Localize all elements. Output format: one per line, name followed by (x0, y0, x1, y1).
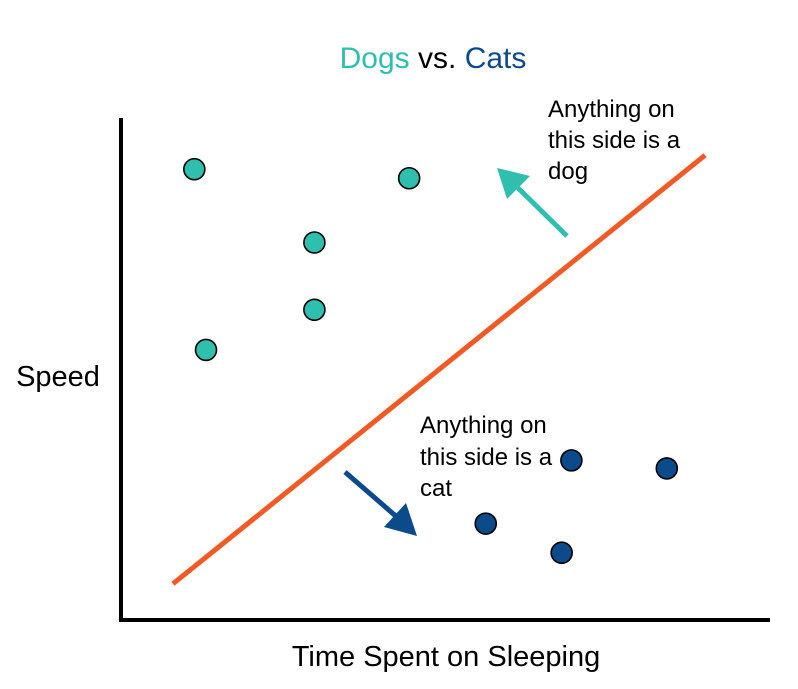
decision-boundary-line (171, 153, 707, 586)
annotation-dog-side: Anything on this side is a dog (548, 96, 687, 185)
dog-side-arrow (497, 168, 569, 238)
annotation-cat-line-1: Anything on (420, 412, 547, 439)
y-axis-label: Speed (16, 361, 100, 393)
annotation-cat-side: Anything on this side is a cat (420, 412, 559, 502)
title-dogs: Dogs (340, 42, 410, 75)
dog-arrow-shaft (514, 184, 569, 238)
annotation-dog-line-2: this side is a (548, 127, 681, 154)
cats-point-4 (655, 457, 679, 480)
annotation-dog-line-3: dog (548, 158, 588, 185)
title-cats: Cats (465, 42, 527, 75)
dogs-point-5 (397, 166, 421, 190)
dog-arrow-head (497, 168, 530, 199)
cat-arrow-shaft (343, 470, 400, 520)
title-vs: vs. (410, 42, 465, 75)
chart-title: Dogs vs. Cats (340, 42, 527, 75)
dogs-point-3 (303, 231, 326, 254)
cats-point-2 (560, 449, 583, 472)
annotation-cat-line-2: this side is a (420, 444, 553, 471)
x-axis-label: Time Spent on Sleeping (292, 641, 600, 673)
dogs-point-1 (183, 157, 206, 181)
cats-point-3 (550, 541, 573, 565)
cat-side-arrow (343, 470, 417, 536)
cats-point-1 (474, 512, 498, 535)
data-points (183, 157, 679, 565)
dogs-point-2 (194, 338, 218, 362)
dogs-point-4 (303, 298, 326, 322)
annotation-dog-line-1: Anything on (548, 96, 675, 123)
cat-arrow-head (384, 503, 417, 536)
annotation-cat-line-3: cat (420, 475, 452, 502)
